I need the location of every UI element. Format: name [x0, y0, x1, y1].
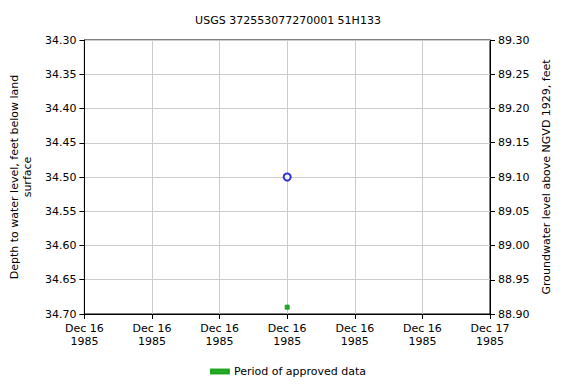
svg-text:Dec 16: Dec 16 — [403, 322, 442, 335]
svg-text:1985: 1985 — [341, 335, 369, 348]
svg-text:1985: 1985 — [273, 335, 301, 348]
svg-text:34.40: 34.40 — [45, 102, 77, 115]
svg-text:89.00: 89.00 — [498, 239, 530, 252]
svg-text:89.15: 89.15 — [498, 136, 530, 149]
svg-text:34.45: 34.45 — [45, 136, 77, 149]
svg-text:34.50: 34.50 — [45, 171, 77, 184]
svg-text:88.90: 88.90 — [498, 308, 530, 321]
svg-text:1985: 1985 — [70, 335, 98, 348]
svg-text:Dec 16: Dec 16 — [65, 322, 104, 335]
svg-text:1985: 1985 — [476, 335, 504, 348]
svg-text:Dec 16: Dec 16 — [200, 322, 239, 335]
svg-text:Dec 16: Dec 16 — [335, 322, 374, 335]
svg-text:surface: surface — [21, 156, 34, 197]
svg-text:Groundwater level above NGVD 1: Groundwater level above NGVD 1929, feet — [540, 59, 553, 295]
svg-text:Depth to water level, feet bel: Depth to water level, feet below land — [8, 75, 21, 280]
svg-text:89.20: 89.20 — [498, 102, 530, 115]
svg-text:1985: 1985 — [138, 335, 166, 348]
svg-text:89.05: 89.05 — [498, 205, 530, 218]
svg-text:34.30: 34.30 — [45, 34, 77, 47]
svg-text:Dec 16: Dec 16 — [133, 322, 172, 335]
svg-text:34.65: 34.65 — [45, 273, 77, 286]
svg-text:Period of approved data: Period of approved data — [234, 365, 366, 378]
svg-text:34.70: 34.70 — [45, 308, 77, 321]
svg-text:Dec 17: Dec 17 — [471, 322, 510, 335]
svg-text:88.95: 88.95 — [498, 273, 530, 286]
svg-text:USGS 372553077270001 51H133: USGS 372553077270001 51H133 — [195, 14, 381, 27]
svg-text:34.35: 34.35 — [45, 68, 77, 81]
svg-text:34.55: 34.55 — [45, 205, 77, 218]
svg-text:89.25: 89.25 — [498, 68, 530, 81]
svg-text:1985: 1985 — [408, 335, 436, 348]
svg-text:Dec 16: Dec 16 — [268, 322, 307, 335]
svg-text:1985: 1985 — [206, 335, 234, 348]
svg-text:89.10: 89.10 — [498, 171, 530, 184]
svg-text:89.30: 89.30 — [498, 34, 530, 47]
svg-text:34.60: 34.60 — [45, 239, 77, 252]
